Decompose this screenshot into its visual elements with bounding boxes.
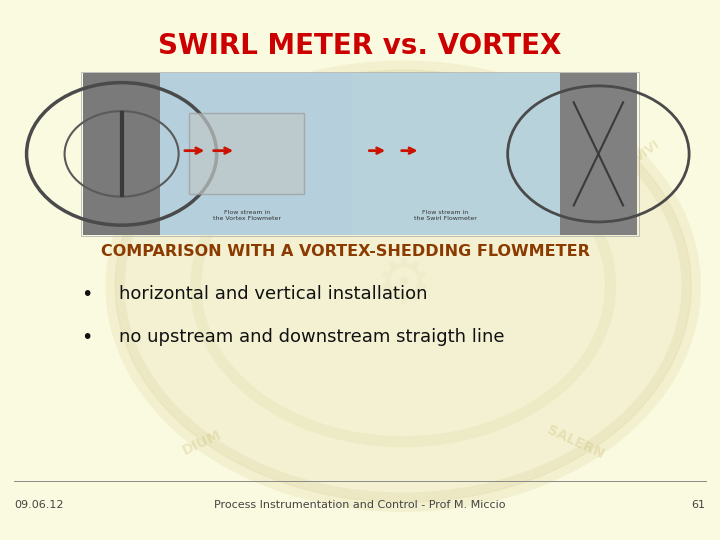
Text: LABORATORATICA: LABORATORATICA	[341, 77, 466, 90]
Text: Process Instrumentation and Control - Prof M. Miccio: Process Instrumentation and Control - Pr…	[215, 500, 505, 510]
Text: Flow stream in
the Vortex Flowmeter: Flow stream in the Vortex Flowmeter	[212, 210, 281, 221]
Text: PORATICA: PORATICA	[126, 126, 191, 177]
Circle shape	[115, 70, 691, 502]
Bar	[189, 113, 304, 194]
Text: •: •	[81, 328, 92, 347]
Bar	[559, 73, 637, 235]
Text: SALERN: SALERN	[545, 423, 607, 462]
Bar	[161, 73, 352, 235]
Bar	[352, 73, 559, 235]
Text: VIVI: VIVI	[633, 138, 663, 165]
Text: 09.06.12: 09.06.12	[14, 500, 64, 510]
Text: SWIRL METER vs. VORTEX: SWIRL METER vs. VORTEX	[158, 32, 562, 60]
Text: horizontal and vertical installation: horizontal and vertical installation	[119, 285, 427, 303]
Text: ⚙: ⚙	[375, 256, 431, 316]
Bar	[83, 73, 161, 235]
Text: •: •	[81, 285, 92, 304]
Bar	[81, 72, 639, 236]
Text: no upstream and downstream straigth line: no upstream and downstream straigth line	[119, 328, 504, 347]
Bar	[83, 73, 637, 235]
Text: 61: 61	[692, 500, 706, 510]
Text: Flow stream in
the Swirl Flowmeter: Flow stream in the Swirl Flowmeter	[414, 210, 477, 221]
Text: COMPARISON WITH A VORTEX-SHEDDING FLOWMETER: COMPARISON WITH A VORTEX-SHEDDING FLOWME…	[101, 244, 590, 259]
Text: DIUM: DIUM	[180, 428, 223, 458]
